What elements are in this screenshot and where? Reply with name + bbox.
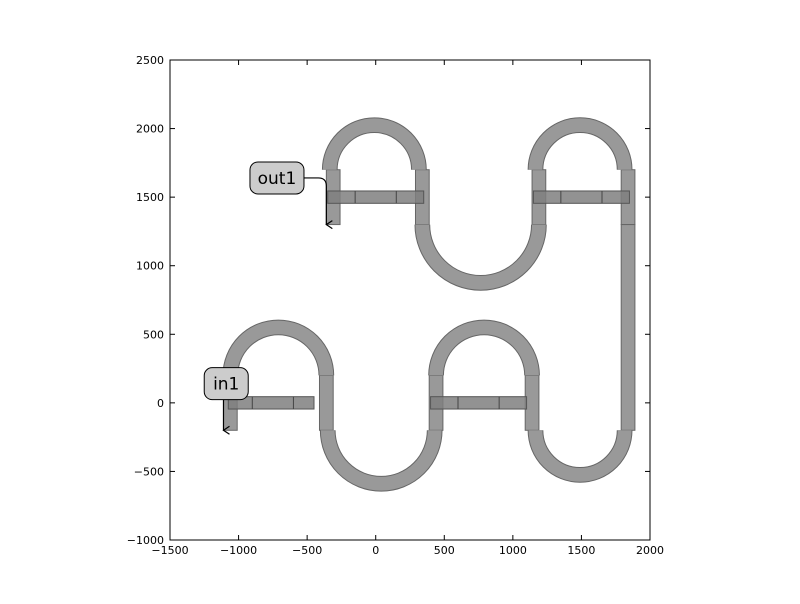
port-label-text: out1 (258, 169, 297, 189)
section-bar (430, 396, 528, 410)
waveguide-bend (320, 430, 442, 491)
section-layer (227, 190, 630, 410)
waveguide-bend (528, 430, 632, 482)
x-tick-label: 0 (372, 544, 379, 557)
port-label-text: in1 (213, 375, 239, 395)
y-tick-label: 500 (143, 328, 164, 341)
x-tick-label: 1500 (567, 544, 595, 557)
waveguide-bend (322, 118, 426, 170)
waveguide-straight (524, 374, 540, 431)
waveguide-straight (318, 374, 334, 431)
x-tick-label: −1500 (151, 544, 188, 557)
y-tick-label: 0 (157, 397, 164, 410)
x-tick-label: 500 (434, 544, 455, 557)
waveguide-bend (528, 118, 632, 170)
port-annotations: in1 out1 (203, 161, 326, 430)
x-tick-label: −1000 (220, 544, 257, 557)
waveguide-bend (429, 320, 539, 376)
section-bar (227, 396, 315, 410)
y-tick-label: −1000 (127, 534, 164, 547)
x-tick-label: 1000 (499, 544, 527, 557)
waveguide-layer (222, 117, 636, 492)
x-tick-label: 2000 (636, 544, 664, 557)
x-tick-label: −500 (292, 544, 322, 557)
axes-frame (169, 59, 651, 541)
waveguide-bend (223, 320, 334, 376)
y-tick-label: 2500 (136, 54, 164, 67)
y-tick-label: −500 (134, 465, 164, 478)
y-tick-label: 1000 (136, 260, 164, 273)
axes: −1500 −1000 −500 0 500 1000 1500 2000−1000−5000… (127, 54, 664, 557)
y-tick-label: 2000 (136, 123, 164, 136)
port-arrow (303, 177, 326, 225)
waveguide-bend (415, 224, 546, 290)
port-label-box (249, 161, 305, 195)
section-bar (532, 190, 630, 204)
waveguide-straight (620, 224, 636, 431)
y-tick-label: 1500 (136, 191, 164, 204)
section-bar (327, 190, 425, 204)
port-label-box (203, 367, 249, 401)
